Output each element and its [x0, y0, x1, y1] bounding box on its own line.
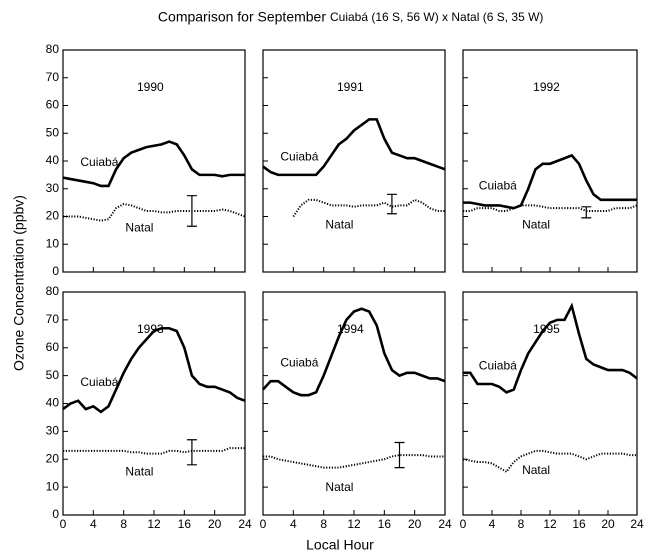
x-axis-label: Local Hour	[306, 537, 374, 553]
series-label: Cuiabá	[80, 155, 118, 169]
x-tick-label: 16	[572, 517, 586, 531]
x-tick-label: 24	[238, 517, 252, 531]
x-tick-label: 20	[601, 517, 615, 531]
y-tick-label: 10	[46, 236, 60, 250]
x-tick-label: 4	[290, 517, 297, 531]
x-tick-label: 20	[408, 517, 422, 531]
error-bar	[186, 195, 197, 227]
series-line	[463, 153, 637, 210]
y-tick-label: 80	[46, 284, 60, 298]
panel-title: 1990	[137, 80, 164, 94]
y-tick-label: 20	[46, 209, 60, 223]
error-bar	[386, 193, 397, 215]
panel-title: 1991	[337, 80, 364, 94]
series-line	[462, 449, 637, 474]
series-label: Cuiabá	[280, 149, 318, 163]
y-tick-label: 80	[46, 42, 60, 56]
x-tick-label: 20	[208, 517, 222, 531]
y-tick-label: 70	[46, 70, 60, 84]
series-line	[63, 202, 246, 222]
error-bar	[186, 439, 197, 466]
y-tick-label: 40	[46, 396, 60, 410]
error-bar	[394, 441, 405, 469]
x-tick-label: 24	[438, 517, 452, 531]
series-line	[62, 326, 246, 414]
x-tick-label: 12	[347, 517, 361, 531]
series-label: Cuiabá	[280, 356, 318, 370]
error-bar	[581, 206, 592, 219]
panel-title: 1995	[533, 322, 560, 336]
x-tick-label: 24	[630, 517, 644, 531]
x-tick-label: 12	[147, 517, 161, 531]
x-tick-label: 8	[518, 517, 525, 531]
x-tick-label: 16	[178, 517, 192, 531]
panel-title: 1992	[533, 80, 560, 94]
x-tick-label: 0	[460, 517, 467, 531]
series-label: Natal	[522, 218, 550, 232]
x-tick-label: 4	[90, 517, 97, 531]
panel-title: 1993	[137, 322, 164, 336]
series-label: Natal	[522, 463, 550, 477]
x-tick-label: 0	[260, 517, 267, 531]
x-tick-label: 16	[378, 517, 392, 531]
series-line	[463, 302, 638, 394]
x-tick-label: 0	[60, 517, 67, 531]
series-line	[63, 447, 245, 455]
y-tick-label: 30	[46, 424, 60, 438]
y-axis-label: Ozone Concentration (ppbv)	[11, 195, 27, 371]
y-tick-label: 0	[52, 264, 59, 278]
y-tick-label: 50	[46, 368, 60, 382]
x-tick-label: 12	[543, 517, 557, 531]
y-tick-label: 60	[46, 98, 60, 112]
figure-title: Comparison for September	[158, 9, 326, 25]
y-tick-label: 60	[46, 340, 60, 354]
y-tick-label: 30	[46, 181, 60, 195]
x-tick-label: 8	[120, 517, 127, 531]
series-line	[62, 140, 245, 188]
series-line	[262, 118, 446, 177]
series-label: Natal	[325, 480, 353, 494]
y-tick-label: 50	[46, 125, 60, 139]
series-label: Natal	[125, 220, 153, 234]
y-tick-label: 10	[46, 479, 60, 493]
series-line	[292, 198, 445, 218]
y-tick-label: 0	[52, 507, 59, 521]
series-line	[262, 307, 446, 397]
x-tick-label: 4	[489, 517, 496, 531]
series-line	[263, 454, 445, 469]
y-tick-label: 40	[46, 153, 60, 167]
y-tick-label: 20	[46, 451, 60, 465]
series-label: Cuiabá	[80, 375, 118, 389]
figure-subtitle: Cuiabá (16 S, 56 W) x Natal (6 S, 35 W)	[330, 10, 543, 24]
x-tick-label: 8	[320, 517, 327, 531]
series-label: Natal	[325, 218, 353, 232]
series-label: Natal	[125, 465, 153, 479]
series-label: Cuiabá	[479, 178, 517, 192]
series-label: Cuiabá	[479, 358, 517, 372]
y-tick-label: 70	[46, 312, 60, 326]
